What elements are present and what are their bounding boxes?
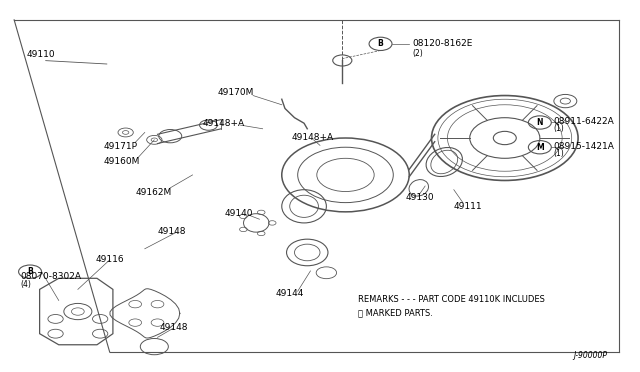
Text: 49148: 49148 xyxy=(157,227,186,235)
Text: 08911-6422A: 08911-6422A xyxy=(554,117,614,126)
Text: 49130: 49130 xyxy=(406,193,435,202)
Text: 49144: 49144 xyxy=(275,289,304,298)
Text: 49170M: 49170M xyxy=(218,88,255,97)
Text: (1): (1) xyxy=(554,124,564,133)
Text: B: B xyxy=(378,39,383,48)
Text: 49162M: 49162M xyxy=(135,188,172,197)
Text: 49148+A: 49148+A xyxy=(291,133,333,142)
Text: 49171P: 49171P xyxy=(103,142,138,151)
Text: 49110: 49110 xyxy=(27,51,56,60)
Text: B: B xyxy=(27,267,33,276)
Text: 49148: 49148 xyxy=(159,323,188,331)
Text: 49111: 49111 xyxy=(454,202,483,211)
Text: J-90000P: J-90000P xyxy=(573,351,607,360)
Text: 49160M: 49160M xyxy=(103,157,140,166)
Text: 49140: 49140 xyxy=(225,209,253,218)
Text: 08915-1421A: 08915-1421A xyxy=(554,142,615,151)
Text: 49148+A: 49148+A xyxy=(202,119,244,128)
Text: 08120-8162E: 08120-8162E xyxy=(412,39,473,48)
Text: (4): (4) xyxy=(20,280,31,289)
Text: 49116: 49116 xyxy=(96,254,124,264)
Text: REMARKS - - - PART CODE 49110K INCLUDES
ⓐ MARKED PARTS.: REMARKS - - - PART CODE 49110K INCLUDES … xyxy=(358,295,545,317)
Text: (1): (1) xyxy=(554,149,564,158)
Text: N: N xyxy=(536,118,543,127)
Text: M: M xyxy=(536,143,544,152)
Text: 08070-8302A: 08070-8302A xyxy=(20,272,81,281)
Text: (2): (2) xyxy=(412,49,423,58)
